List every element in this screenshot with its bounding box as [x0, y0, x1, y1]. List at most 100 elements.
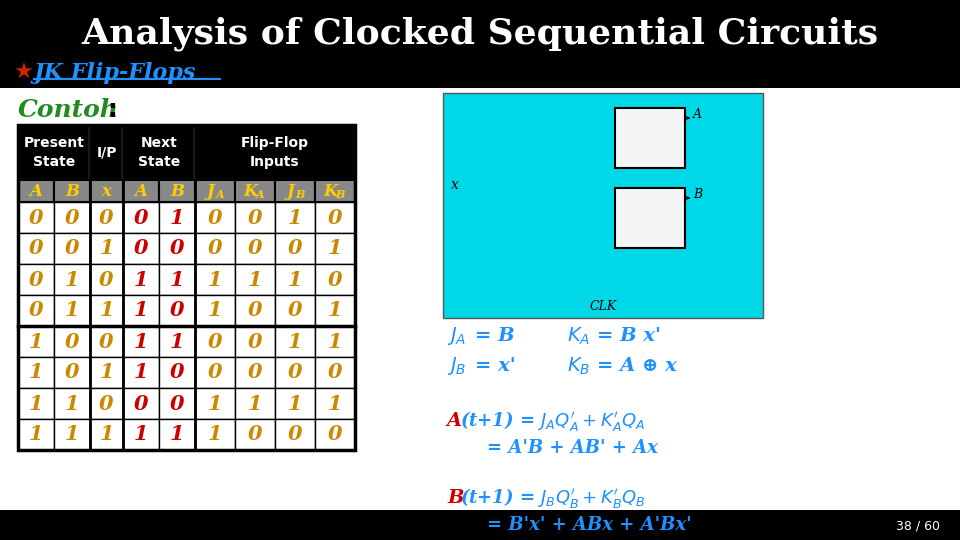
Bar [235, 233, 275, 264]
Text: 1: 1 [248, 394, 262, 414]
Bar [90, 180, 123, 202]
Bar [90, 388, 123, 419]
Text: Present
State: Present State [24, 136, 84, 168]
Bar [315, 419, 355, 450]
Text: 0: 0 [207, 207, 223, 227]
Bar [90, 125, 123, 180]
Text: 0: 0 [64, 239, 80, 259]
Text: 0: 0 [248, 300, 262, 321]
Text: 0: 0 [29, 207, 43, 227]
Text: = B x': = B x' [597, 327, 661, 345]
Bar [195, 357, 235, 388]
Text: 1: 1 [29, 362, 43, 382]
Text: 0: 0 [288, 362, 302, 382]
Text: 0: 0 [327, 207, 343, 227]
Text: 0: 0 [248, 239, 262, 259]
Bar [235, 264, 275, 295]
Text: A: A [30, 183, 42, 199]
Text: (t+1) = $J_B Q^\prime_B + K^\prime_B Q_B$: (t+1) = $J_B Q^\prime_B + K^\prime_B Q_B… [460, 486, 645, 510]
Bar [123, 202, 159, 233]
Bar [18, 125, 90, 180]
Bar [195, 388, 235, 419]
Text: 1: 1 [133, 332, 148, 352]
Text: Contoh: Contoh [18, 98, 119, 122]
Bar [90, 295, 123, 326]
Bar [123, 388, 159, 419]
Text: = B: = B [475, 327, 515, 345]
Text: $K_B$: $K_B$ [567, 355, 590, 377]
Text: 0: 0 [99, 207, 113, 227]
Text: 0: 0 [207, 332, 223, 352]
Text: 1: 1 [288, 269, 302, 289]
Bar [615, 108, 685, 168]
Bar [159, 264, 195, 295]
Text: 0: 0 [288, 424, 302, 444]
Bar [0, 58, 960, 88]
Text: 0: 0 [99, 394, 113, 414]
Bar [275, 233, 315, 264]
Bar [90, 419, 123, 450]
Bar [195, 202, 235, 233]
Bar [90, 357, 123, 388]
Bar [54, 326, 90, 357]
Text: :: : [107, 98, 117, 122]
Text: B: B [693, 188, 702, 201]
Bar [159, 295, 195, 326]
Bar [195, 264, 235, 295]
Text: 0: 0 [207, 239, 223, 259]
Bar [275, 419, 315, 450]
Bar [443, 93, 763, 318]
Text: 0: 0 [170, 394, 184, 414]
Bar [54, 180, 90, 202]
Text: = x': = x' [475, 357, 516, 375]
Text: B: B [65, 183, 79, 199]
Bar [195, 180, 235, 202]
Text: B: B [447, 489, 464, 507]
Text: A: A [693, 109, 702, 122]
Text: 1: 1 [99, 239, 113, 259]
Bar [315, 202, 355, 233]
Text: 0: 0 [133, 239, 148, 259]
Bar [235, 326, 275, 357]
Text: K: K [324, 183, 338, 199]
Bar [159, 180, 195, 202]
Bar [123, 233, 159, 264]
Bar [275, 388, 315, 419]
Text: 0: 0 [133, 207, 148, 227]
Bar [159, 326, 195, 357]
Text: (t+1) = $J_A Q^\prime_A + K^\prime_A Q_A$: (t+1) = $J_A Q^\prime_A + K^\prime_A Q_A… [460, 409, 645, 433]
Bar [315, 295, 355, 326]
Bar [0, 0, 960, 58]
Bar [18, 295, 54, 326]
Bar [0, 510, 960, 540]
Bar [235, 388, 275, 419]
Text: x: x [451, 178, 459, 192]
Bar [195, 326, 235, 357]
Bar [123, 264, 159, 295]
Text: 1: 1 [29, 394, 43, 414]
Bar [90, 202, 123, 233]
Bar [123, 326, 159, 357]
Text: 0: 0 [99, 332, 113, 352]
Text: 0: 0 [327, 269, 343, 289]
Text: Flip-Flops: Flip-Flops [63, 62, 196, 84]
Text: = B'x' + ABx + A'Bx': = B'x' + ABx + A'Bx' [487, 516, 691, 534]
Text: 1: 1 [207, 424, 223, 444]
Bar [195, 233, 235, 264]
Text: 1: 1 [327, 332, 343, 352]
Text: J: J [620, 201, 625, 211]
Bar [159, 357, 195, 388]
Text: 1: 1 [29, 424, 43, 444]
Bar [54, 202, 90, 233]
Bar [123, 125, 195, 180]
Text: A: A [216, 190, 225, 200]
Bar [159, 202, 195, 233]
Text: 1: 1 [133, 269, 148, 289]
Bar [615, 188, 685, 248]
Text: 1: 1 [248, 269, 262, 289]
Text: 0: 0 [288, 239, 302, 259]
Text: 1: 1 [207, 394, 223, 414]
Text: 0: 0 [170, 362, 184, 382]
Bar [18, 326, 54, 357]
Text: Next
State: Next State [138, 136, 180, 168]
